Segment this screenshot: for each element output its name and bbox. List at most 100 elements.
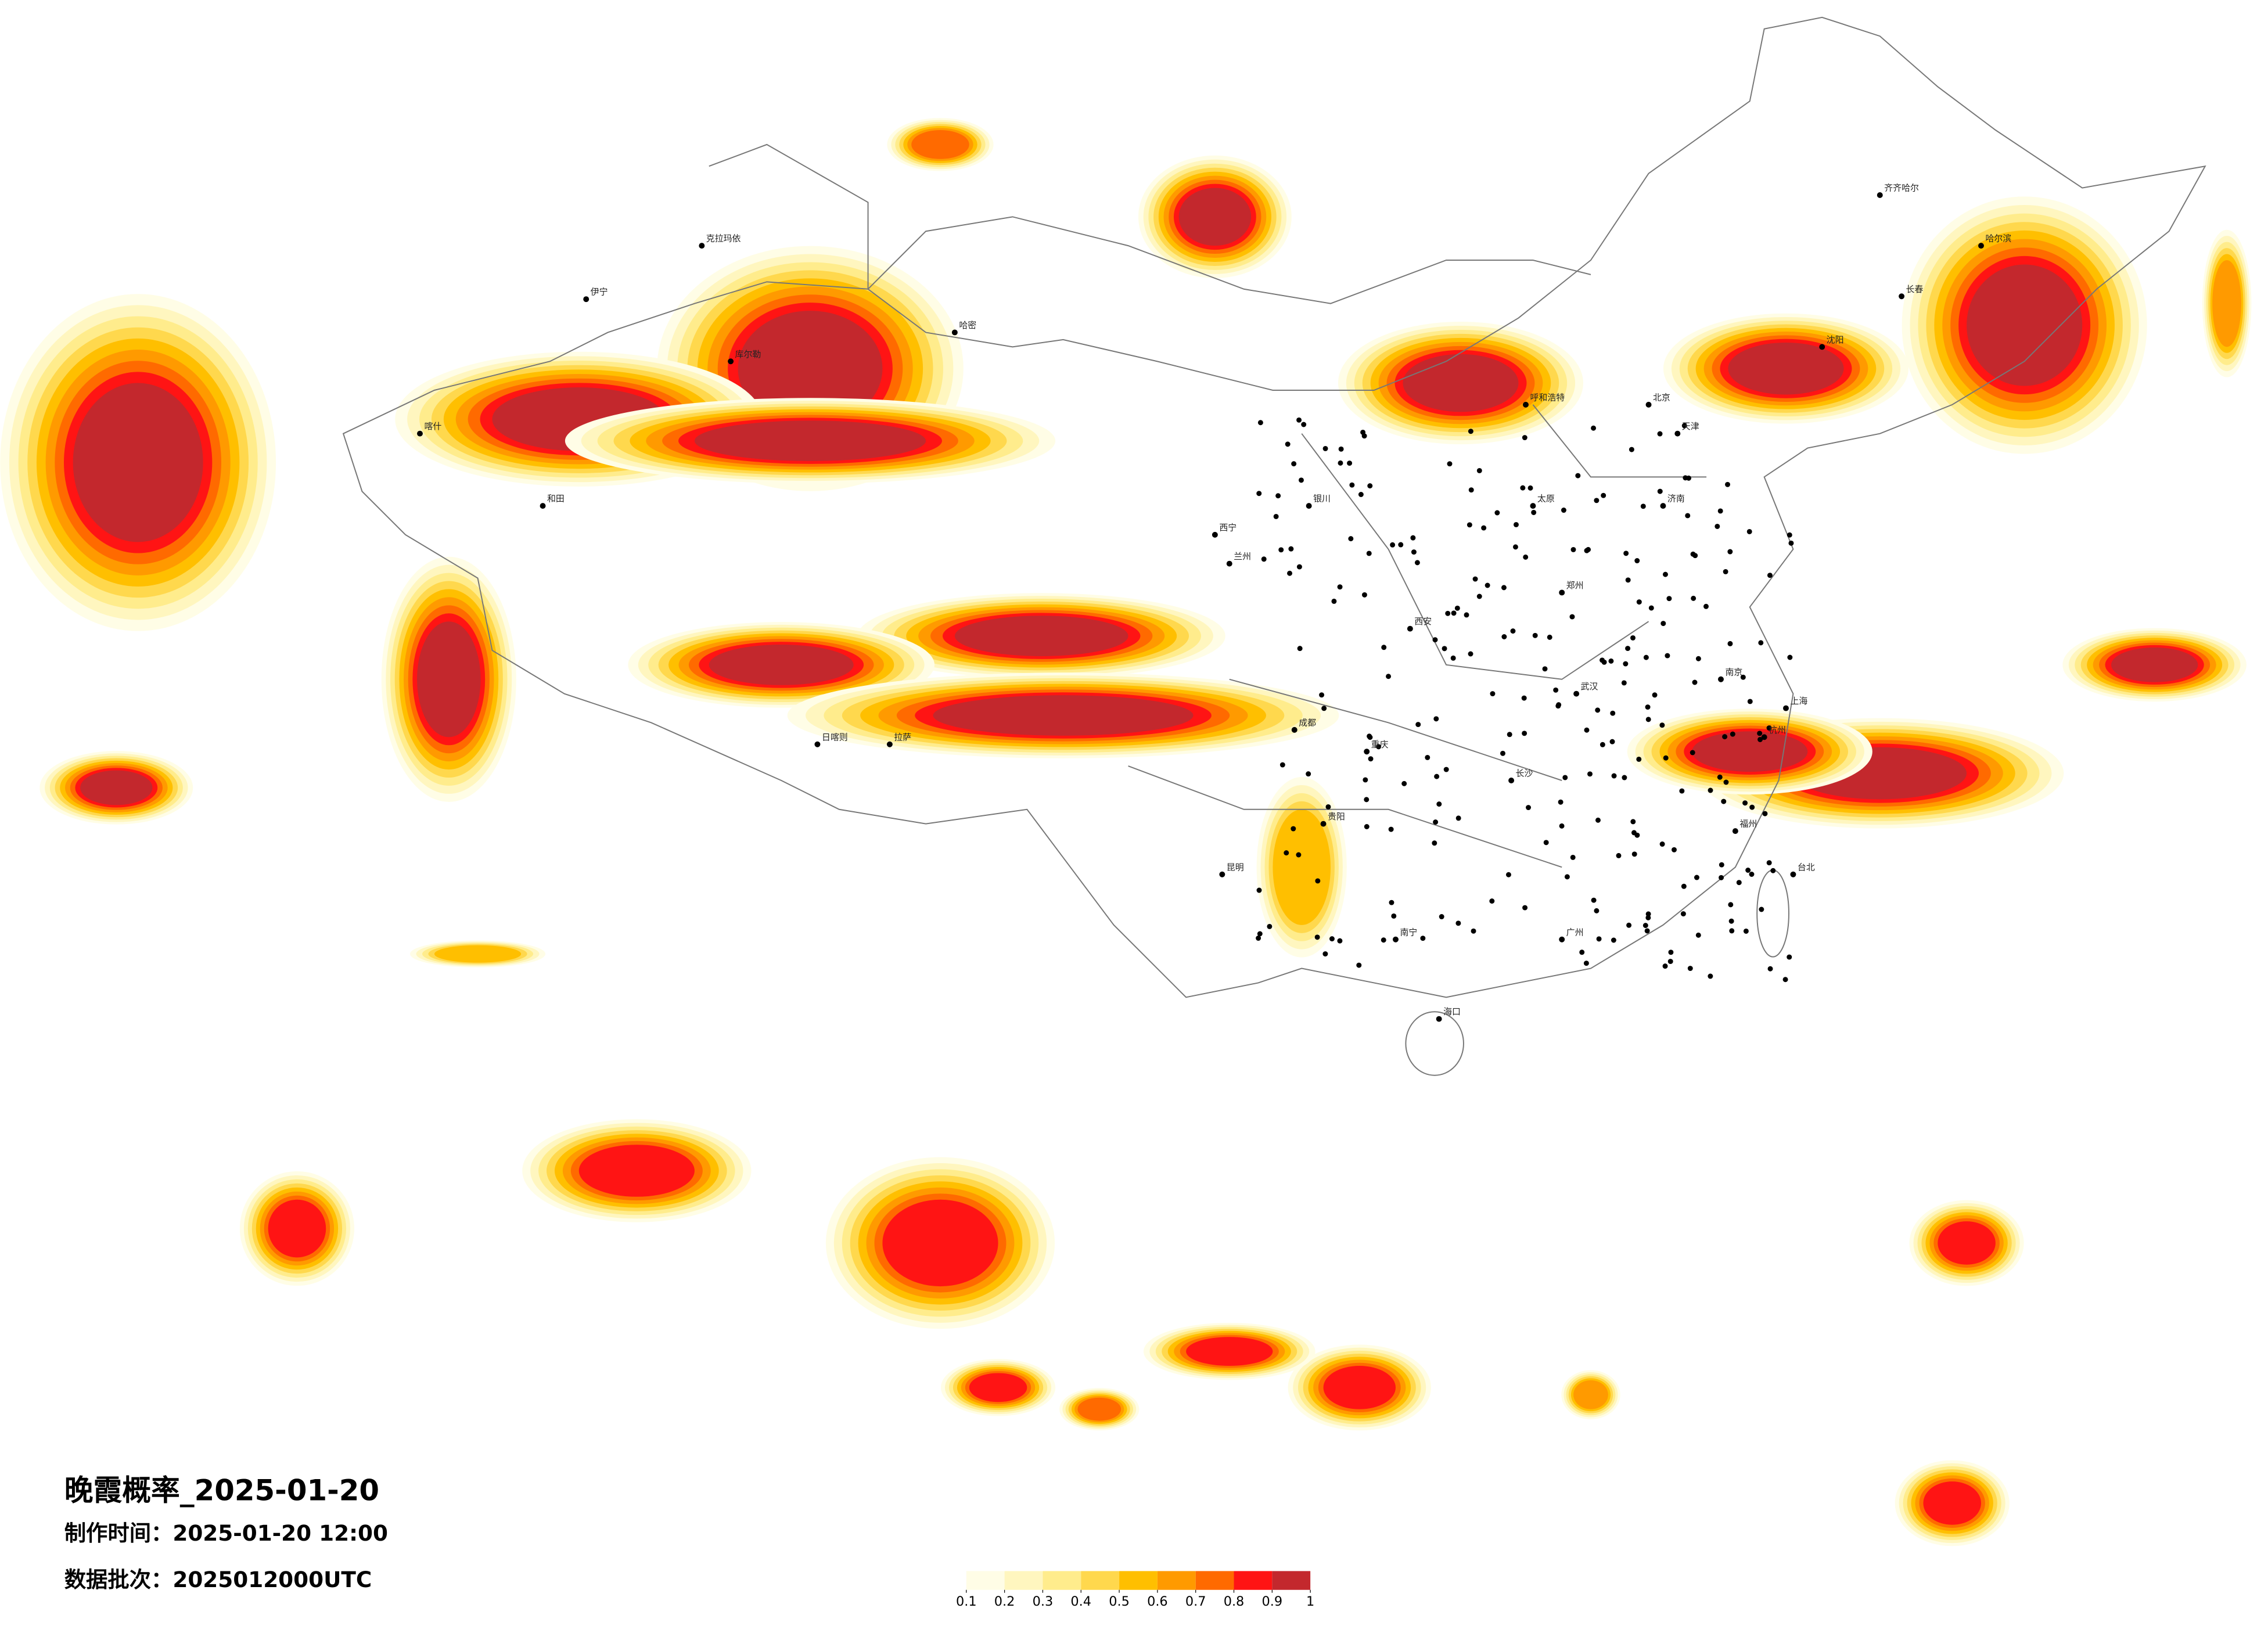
city-dot xyxy=(1301,422,1307,427)
legend-swatch xyxy=(966,1571,1005,1590)
city-dot xyxy=(1442,646,1447,652)
city-dot xyxy=(1226,560,1232,567)
probability-area xyxy=(1186,1337,1273,1366)
city-label: 沈阳 xyxy=(1827,334,1844,345)
city-dot xyxy=(1672,847,1677,852)
city-label: 齐齐哈尔 xyxy=(1884,183,1919,193)
city-dot xyxy=(1717,508,1723,514)
city-dot xyxy=(1695,656,1701,661)
legend-tick-label: 0.8 xyxy=(1224,1594,1245,1609)
city-dot xyxy=(1575,473,1581,479)
city-dot xyxy=(1530,503,1536,509)
city-dot xyxy=(1663,755,1669,761)
city-dot xyxy=(1749,804,1755,810)
city-label: 克拉玛依 xyxy=(706,233,741,244)
city-dot xyxy=(1596,936,1602,942)
city-label: 南宁 xyxy=(1400,927,1417,937)
legend-tick-label: 0.3 xyxy=(1033,1594,1054,1609)
city-dot xyxy=(1542,666,1548,672)
city-dot xyxy=(1527,485,1533,491)
city-dot xyxy=(1718,676,1724,682)
city-dot xyxy=(1729,928,1735,934)
city-dot xyxy=(1433,819,1439,825)
city-dot xyxy=(1586,546,1591,552)
city-dot xyxy=(1715,523,1720,529)
city-dot xyxy=(1523,554,1529,560)
probability-area xyxy=(1178,188,1252,246)
city-dot xyxy=(1367,733,1372,739)
city-dot xyxy=(1285,441,1291,447)
city-dot xyxy=(1657,431,1663,437)
city-dot xyxy=(1507,732,1512,738)
probability-area xyxy=(434,945,522,963)
city-dot xyxy=(1819,344,1825,350)
city-dot xyxy=(1364,749,1370,755)
city-dot xyxy=(1584,727,1590,733)
city-dot xyxy=(1600,657,1605,663)
city-dot xyxy=(1645,717,1651,722)
city-dot xyxy=(1783,705,1789,711)
city-dot xyxy=(1367,483,1373,489)
city-dot xyxy=(1719,875,1724,880)
city-dot xyxy=(1625,646,1631,652)
city-dot xyxy=(1358,492,1364,497)
city-dot xyxy=(1447,461,1453,467)
city-dot xyxy=(1337,938,1343,944)
city-label: 济南 xyxy=(1667,494,1685,504)
city-dot xyxy=(1476,467,1482,473)
city-dot xyxy=(1790,871,1796,877)
probability-area xyxy=(1323,1366,1396,1409)
city-dot xyxy=(1256,491,1262,497)
probability-area xyxy=(709,645,854,685)
city-dot xyxy=(1723,779,1729,785)
city-dot xyxy=(1523,401,1529,408)
city-dot xyxy=(1687,966,1693,972)
city-dot xyxy=(1695,932,1701,938)
city-dot xyxy=(1296,564,1302,570)
city-dot xyxy=(1391,913,1397,919)
city-dot xyxy=(1450,655,1456,661)
city-dot xyxy=(1433,716,1439,722)
city-dot xyxy=(1681,883,1687,889)
probability-area xyxy=(1923,1481,1981,1525)
city-dot xyxy=(1261,556,1267,562)
city-dot xyxy=(1386,674,1392,679)
city-dot xyxy=(1348,536,1354,542)
city-dot xyxy=(1645,704,1651,710)
probability-area xyxy=(1273,809,1331,925)
city-dot xyxy=(1501,585,1507,591)
city-label: 郑州 xyxy=(1566,580,1584,591)
made-time: 制作时间：2025-01-20 12:00 xyxy=(64,1520,388,1546)
city-dot xyxy=(1561,508,1566,513)
probability-area xyxy=(1403,354,1519,412)
city-dot xyxy=(1468,429,1473,434)
city-dot xyxy=(1728,902,1734,908)
city-dot xyxy=(583,296,590,303)
city-dot xyxy=(1476,593,1482,599)
city-dot xyxy=(1662,571,1668,577)
city-dot xyxy=(1600,742,1605,747)
city-dot xyxy=(1513,521,1519,527)
city-dot xyxy=(1347,461,1353,466)
city-dot xyxy=(1275,493,1281,499)
city-dot xyxy=(1732,828,1738,834)
city-dot xyxy=(1595,707,1601,713)
city-dot xyxy=(1725,481,1730,487)
city-dot xyxy=(1609,739,1615,744)
city-dot xyxy=(1757,736,1763,742)
hainan-island xyxy=(1405,1011,1464,1076)
city-dot xyxy=(1659,722,1665,728)
city-dot xyxy=(1767,573,1773,578)
probability-area xyxy=(1077,1397,1122,1421)
city-dot xyxy=(1291,826,1296,832)
city-label: 拉萨 xyxy=(894,732,911,742)
city-dot xyxy=(1267,923,1273,929)
city-label: 太原 xyxy=(1537,494,1555,504)
city-dot xyxy=(1761,734,1767,740)
city-dot xyxy=(1665,653,1670,659)
city-dot xyxy=(1468,487,1474,493)
city-label: 广州 xyxy=(1566,927,1584,937)
legend-tick-label: 0.4 xyxy=(1070,1594,1091,1609)
city-dot xyxy=(1634,558,1640,564)
city-dot xyxy=(1636,599,1642,605)
